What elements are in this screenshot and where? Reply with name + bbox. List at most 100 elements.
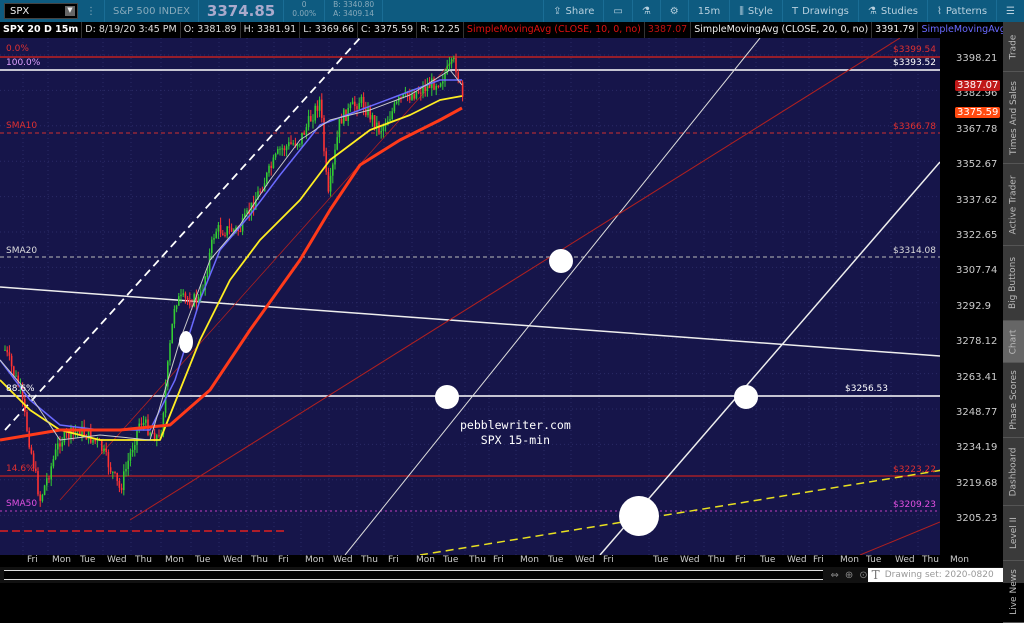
- candle: [244, 213, 246, 218]
- candle: [461, 82, 464, 97]
- sma20-study[interactable]: SimpleMovingAvg (CLOSE, 20, 0, no): [691, 22, 873, 38]
- price-tick: 3248.77: [956, 407, 998, 418]
- link-icon[interactable]: ⋮: [78, 0, 105, 22]
- trendline-red-1[interactable]: [129, 38, 901, 521]
- candle: [206, 271, 209, 277]
- trendline-red-3[interactable]: [859, 521, 940, 555]
- drawing-set-selector[interactable]: T Drawing set: 2020-0820: [867, 568, 1003, 582]
- price-axis[interactable]: 3398.21 3382.96 3367.78 3352.67 3337.62 3322.…: [940, 38, 1003, 555]
- trendline-white-2[interactable]: [599, 161, 940, 555]
- tab-dashboard[interactable]: Dashboard: [1003, 438, 1024, 506]
- fib-100-price: $3393.52: [893, 58, 936, 68]
- text-tool-icon: T: [871, 568, 880, 582]
- tab-level-ii[interactable]: Level II: [1003, 506, 1024, 561]
- candle: [200, 291, 202, 297]
- price-tick: 3382.96: [956, 88, 998, 100]
- drawings-button[interactable]: T Drawings: [781, 0, 858, 22]
- chart-scrollbar: ⇔ ⊕ ⊙ T Drawing set: 2020-0820: [0, 567, 1003, 583]
- time-axis[interactable]: Fri Mon Tue Wed Thu Mon Tue Wed Thu Fri Mon Wed Thu F…: [0, 555, 1003, 567]
- zoom-icon[interactable]: ⊙: [859, 569, 868, 581]
- tab-chart[interactable]: Chart: [1003, 321, 1024, 363]
- channel-dashed-line[interactable]: [4, 38, 361, 431]
- candle: [171, 323, 173, 344]
- candle: [109, 467, 112, 472]
- tab-label: Times And Sales: [1008, 80, 1019, 155]
- crosshair-icon[interactable]: ⊕: [844, 569, 854, 581]
- candle: [50, 466, 52, 480]
- horizontal-scrollbar[interactable]: [4, 570, 823, 580]
- tab-big-buttons[interactable]: Big Buttons: [1003, 246, 1024, 321]
- candle: [129, 452, 132, 461]
- candle: [131, 449, 134, 453]
- sma10-value: 3387.07: [645, 22, 692, 38]
- gear-icon-button[interactable]: ⚙: [659, 0, 688, 22]
- pan-icon[interactable]: ⇔: [830, 569, 839, 581]
- candle: [340, 118, 343, 124]
- flask-icon-button[interactable]: ⚗: [631, 0, 660, 22]
- candle: [384, 125, 387, 127]
- candle: [288, 142, 290, 147]
- candle: [213, 238, 215, 240]
- sma10-label: SMA10: [6, 121, 38, 131]
- sma50-study[interactable]: SimpleMovingAvg (CLOSE, 50, 0,...: [918, 22, 1003, 38]
- candle: [299, 143, 301, 145]
- candle: [450, 59, 453, 64]
- candle: [169, 343, 171, 362]
- candle: [395, 101, 398, 104]
- candle: [316, 105, 319, 111]
- candle: [420, 92, 422, 94]
- candle: [321, 99, 323, 118]
- candle: [142, 422, 145, 425]
- time-tick: Tue: [653, 555, 669, 565]
- watermark-caption: SPX 15-min: [480, 433, 551, 447]
- tool-label: Drawings: [802, 5, 849, 17]
- candle: [367, 107, 369, 116]
- candle: [103, 448, 105, 451]
- time-tick: Wed: [223, 555, 243, 565]
- candle: [453, 58, 455, 60]
- price-tick: 3278.12: [956, 336, 998, 348]
- patterns-button[interactable]: ⌇ Patterns: [926, 0, 996, 22]
- top-toolbar: SPX ▼ ⋮ S&P 500 INDEX 3374.85 0 0.00% B: 3…: [0, 0, 1024, 22]
- candle: [437, 85, 440, 87]
- tab-label: Level II: [1008, 517, 1019, 549]
- tab-live-news[interactable]: Live News: [1003, 561, 1024, 623]
- price-tick: 3205.23: [956, 513, 998, 525]
- studies-button[interactable]: ⚗ Studies: [857, 0, 927, 22]
- chart-canvas: [0, 38, 940, 555]
- candle: [28, 430, 30, 448]
- candle: [290, 142, 292, 144]
- tab-active-trader[interactable]: Active Trader: [1003, 164, 1024, 246]
- message-icon-button[interactable]: ▭: [603, 0, 631, 22]
- candle: [257, 191, 259, 200]
- sma20-line[interactable]: [0, 95, 463, 441]
- sma10-line[interactable]: [0, 106, 463, 442]
- chevron-down-icon[interactable]: ▼: [65, 6, 75, 16]
- fib-0-label: 0.0%: [6, 44, 29, 54]
- tab-label: Live News: [1008, 568, 1019, 615]
- price-chart[interactable]: 0.0% 100.0% SMA10 SMA20 88.6% 14.6% SMA5…: [0, 38, 940, 555]
- candle: [222, 233, 224, 236]
- sma10-price: $3366.78: [893, 122, 936, 132]
- tab-trade[interactable]: Trade: [1003, 22, 1024, 72]
- symbol-input[interactable]: SPX ▼: [4, 3, 78, 19]
- candle: [162, 412, 165, 435]
- 15m-button[interactable]: 15m: [687, 0, 729, 22]
- tab-times-and-sales[interactable]: Times And Sales: [1003, 72, 1024, 164]
- trendline-white-3[interactable]: [0, 286, 940, 357]
- time-tick: Wed: [107, 555, 127, 565]
- time-tick: Mon: [950, 555, 969, 565]
- share-button[interactable]: ⇪ Share: [543, 0, 603, 22]
- time-tick: Wed: [333, 555, 353, 565]
- price-trace-line[interactable]: [0, 69, 463, 441]
- fib-146-price: $3223.22: [893, 465, 936, 475]
- tab-phase-scores[interactable]: Phase Scores: [1003, 363, 1024, 438]
- menu-icon-button[interactable]: ☰: [996, 0, 1024, 22]
- sma10-study[interactable]: SimpleMovingAvg (CLOSE, 10, 0, no): [464, 22, 645, 38]
- sma50-line[interactable]: [0, 79, 462, 431]
- menu-icon: ☰: [1006, 5, 1015, 17]
- time-tick: Thu: [135, 555, 152, 565]
- trendline-white-1[interactable]: [344, 38, 761, 555]
- trendline-red-2[interactable]: [59, 57, 456, 501]
- style-button[interactable]: ⫼ Style: [729, 0, 782, 22]
